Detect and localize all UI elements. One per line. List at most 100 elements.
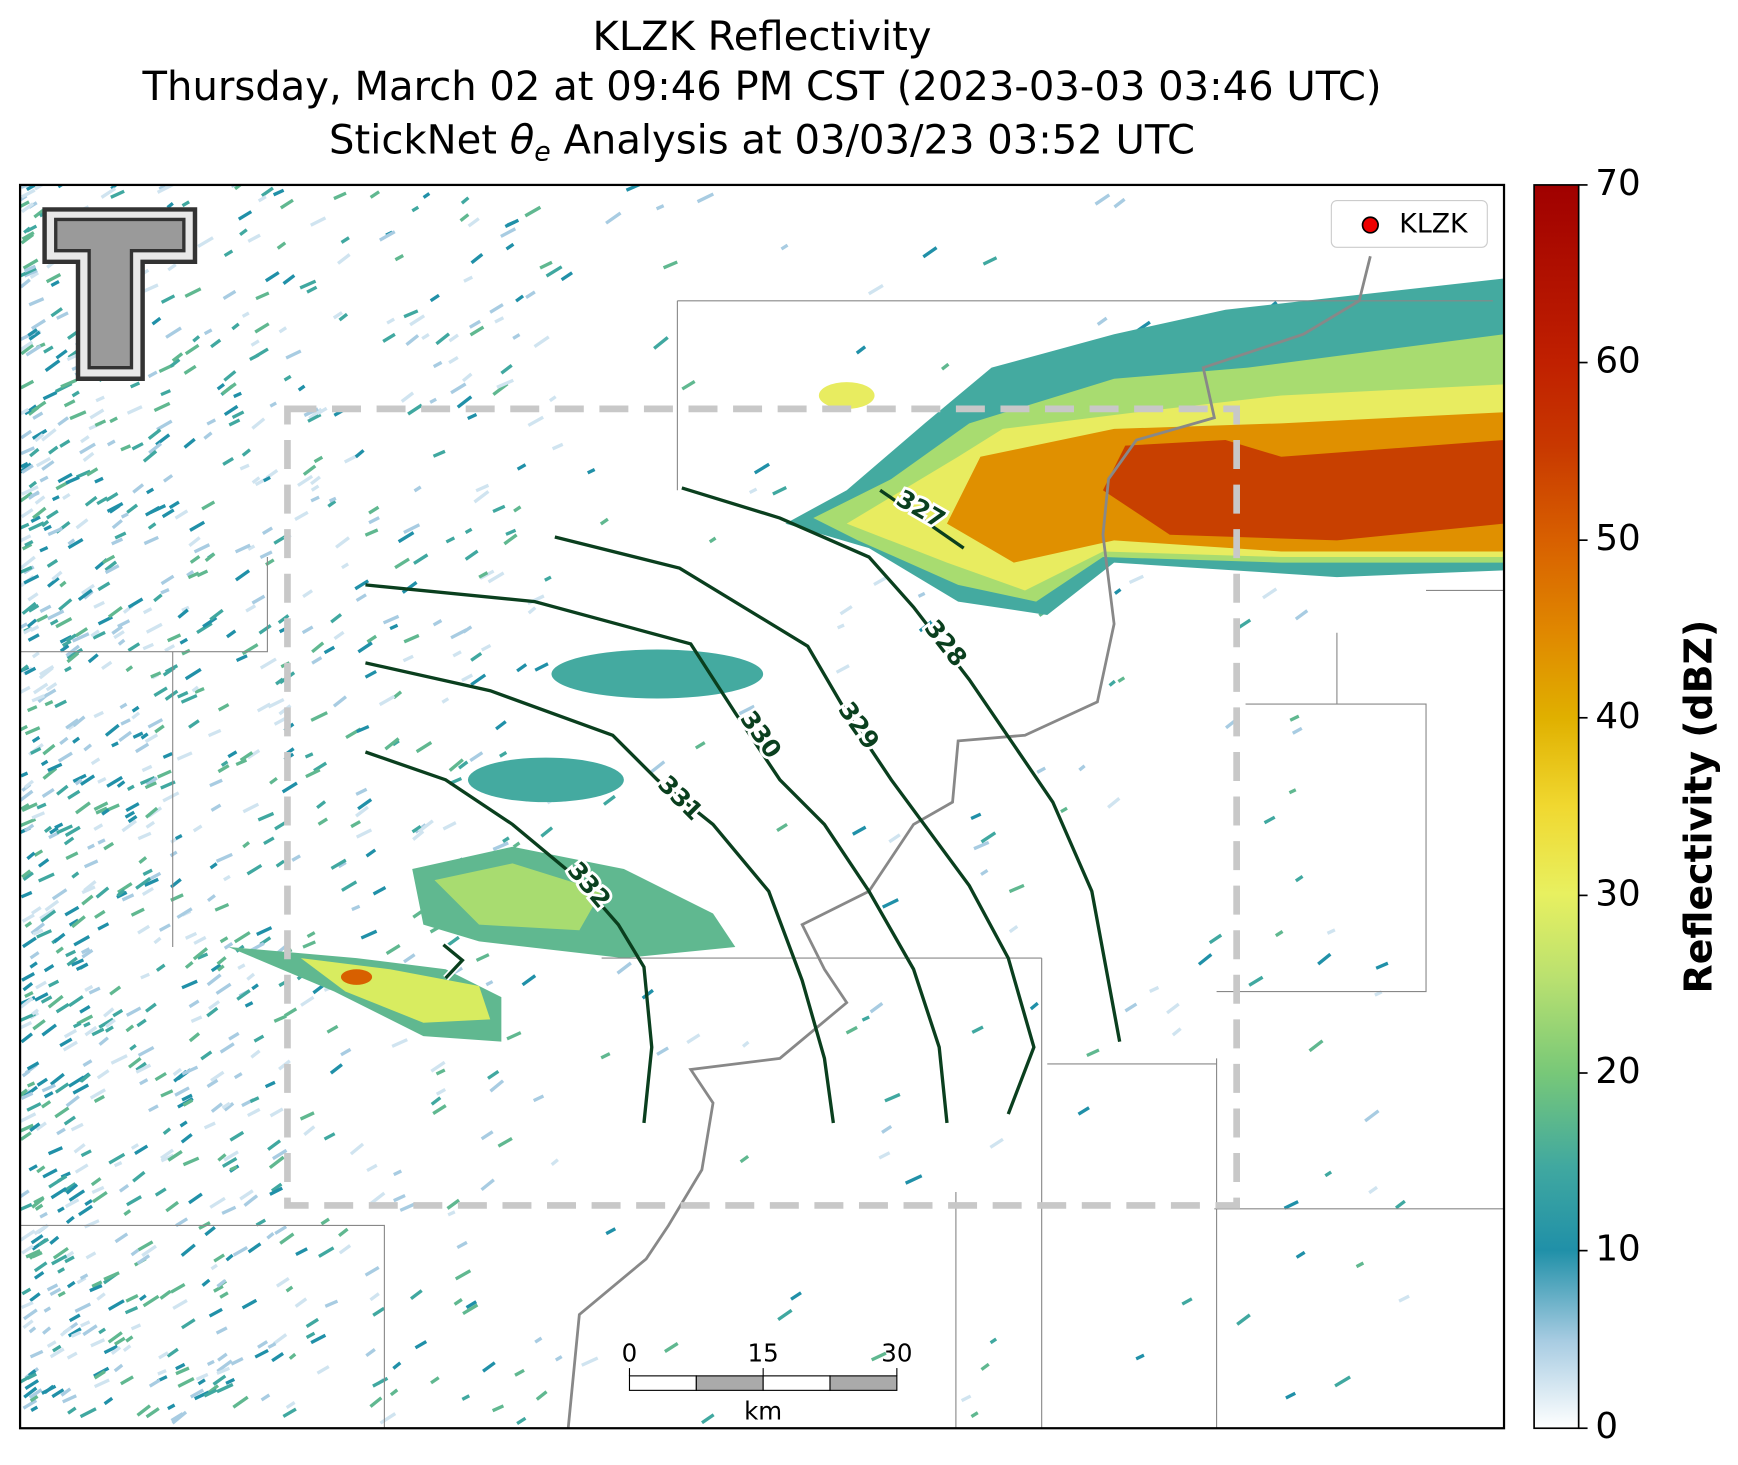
clutter xyxy=(28,480,38,489)
clutter xyxy=(28,1326,37,1334)
clutter xyxy=(85,1251,97,1260)
clutter xyxy=(222,289,237,300)
clutter xyxy=(20,1202,33,1211)
clutter xyxy=(360,929,378,940)
clutter xyxy=(82,1324,98,1337)
clutter xyxy=(116,888,126,897)
clutter xyxy=(92,630,106,640)
clutter xyxy=(355,805,369,818)
clutter xyxy=(141,764,153,773)
clutter xyxy=(551,442,564,451)
clutter xyxy=(432,1104,447,1115)
clutter xyxy=(42,743,56,756)
clutter xyxy=(310,495,320,503)
clutter xyxy=(135,1061,147,1072)
clutter xyxy=(30,318,46,331)
clutter xyxy=(305,1331,316,1339)
clutter xyxy=(81,583,95,595)
clutter xyxy=(90,757,101,766)
clutter xyxy=(183,364,197,375)
clutter xyxy=(1128,574,1144,585)
clutter xyxy=(772,485,787,496)
clutter xyxy=(310,1333,327,1345)
clutter xyxy=(217,1153,227,1162)
clutter xyxy=(527,606,537,615)
clutter xyxy=(209,1196,226,1209)
clutter xyxy=(125,1006,142,1017)
clutter xyxy=(318,1246,335,1258)
clutter xyxy=(217,764,230,774)
clutter xyxy=(83,1021,91,1028)
clutter xyxy=(84,1199,93,1207)
clutter xyxy=(35,456,52,468)
clutter xyxy=(60,1171,71,1179)
clutter xyxy=(329,1063,343,1075)
clutter xyxy=(148,1378,161,1388)
clutter xyxy=(1149,985,1160,993)
clutter xyxy=(183,437,196,449)
clutter xyxy=(101,808,110,816)
clutter xyxy=(164,644,176,653)
clutter xyxy=(467,412,478,420)
clutter xyxy=(855,345,867,355)
clutter xyxy=(93,801,109,812)
clutter xyxy=(28,330,41,341)
clutter xyxy=(209,862,218,870)
clutter xyxy=(48,445,59,455)
clutter xyxy=(217,1352,228,1362)
clutter xyxy=(44,899,60,912)
clutter xyxy=(461,673,474,682)
clutter xyxy=(259,550,273,559)
clutter xyxy=(125,1294,139,1303)
clutter xyxy=(20,461,29,469)
clutter xyxy=(1197,953,1213,966)
clutter xyxy=(229,1165,238,1172)
clutter xyxy=(918,620,933,633)
clutter xyxy=(49,826,59,835)
clutter xyxy=(839,605,853,616)
clutter xyxy=(150,671,162,679)
clutter xyxy=(220,760,229,767)
clutter xyxy=(316,800,327,810)
clutter xyxy=(386,317,396,325)
clutter xyxy=(263,836,275,846)
clutter xyxy=(20,429,33,440)
clutter xyxy=(221,1157,238,1168)
clutter xyxy=(41,460,55,471)
clutter xyxy=(340,1047,352,1057)
clutter xyxy=(790,1291,802,1301)
clutter xyxy=(59,439,71,448)
clutter xyxy=(94,476,104,484)
clutter xyxy=(207,728,222,738)
clutter xyxy=(216,1279,227,1288)
clutter xyxy=(107,1331,123,1344)
clutter xyxy=(97,922,110,931)
clutter xyxy=(221,1101,231,1110)
clutter xyxy=(68,1075,85,1088)
clutter xyxy=(71,390,80,398)
clutter xyxy=(219,936,229,944)
scale-unit: km xyxy=(744,1397,782,1426)
clutter xyxy=(415,741,433,754)
clutter xyxy=(103,841,115,851)
clutter xyxy=(181,605,190,612)
clutter xyxy=(21,601,37,615)
clutter xyxy=(117,638,126,646)
clutter xyxy=(131,442,144,451)
clutter xyxy=(20,491,33,503)
clutter xyxy=(250,339,260,347)
clutter xyxy=(264,271,280,283)
clutter xyxy=(192,335,201,343)
clutter xyxy=(53,932,66,944)
legend-box xyxy=(1330,199,1488,248)
clutter xyxy=(338,1227,349,1237)
clutter xyxy=(101,554,116,565)
clutter xyxy=(189,520,206,532)
clutter xyxy=(113,1161,123,1168)
clutter xyxy=(119,702,128,710)
clutter xyxy=(67,537,84,550)
clutter xyxy=(246,1107,261,1118)
clutter xyxy=(223,370,237,382)
clutter xyxy=(80,435,90,444)
